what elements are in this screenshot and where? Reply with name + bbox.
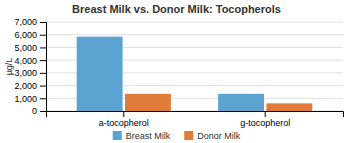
y-tick-mark [40,111,46,112]
y-tick-label: 6,000 [14,30,37,40]
x-tick: g-tocopherol [240,111,290,128]
y-tick-mark [40,22,46,23]
chart: Breast Milk vs. Donor Milk: Tocopherols 0… [0,0,353,143]
grid-line [46,22,343,23]
bar [266,103,312,111]
x-tick: a-tocopherol [99,111,149,128]
y-tick-label: 1,000 [14,94,37,104]
y-tick-mark [40,98,46,99]
y-tick-mark [40,86,46,87]
bar [218,94,264,111]
legend-label: Breast Milk [126,131,171,141]
y-tick: 0 [32,106,46,116]
bars [77,37,313,111]
y-axis-title: µg/L [4,58,14,76]
legend-swatch [113,131,122,140]
x-axis: a-tocopherol g-tocopherol [47,111,344,128]
y-tick-label: 3,000 [14,68,37,78]
y-tick-mark [40,35,46,36]
y-tick: 5,000 [14,43,46,53]
x-tick-label: a-tocopherol [99,118,149,128]
plot: 0 1,000 2,000 3,000 4,000 5,000 6,000 7,000 a-to… [14,17,343,128]
y-tick: 7,000 [14,17,46,27]
title: Breast Milk vs. Donor Milk: Tocopherols [72,3,281,15]
y-tick-label: 5,000 [14,43,37,53]
y-tick-mark [40,47,46,48]
legend-item: Breast Milk [113,131,171,141]
bar [125,94,171,111]
legend-label: Donor Milk [197,131,241,141]
x-axis-line [47,112,344,118]
y-tick: 4,000 [14,56,46,66]
legend-item: Donor Milk [184,131,241,141]
y-tick: 3,000 [14,68,46,78]
legend-swatch [184,131,193,140]
y-tick-mark [40,73,46,74]
y-tick: 6,000 [14,30,46,40]
y-tick-label: 2,000 [14,81,37,91]
x-tick-mark [123,111,124,117]
series [125,94,312,111]
y-tick-label: 0 [32,106,37,116]
x-tick-mark [265,111,266,117]
legend: Breast Milk Donor Milk [113,131,241,141]
grid [46,22,343,111]
series [77,37,264,111]
x-tick-label: g-tocopherol [240,118,290,128]
bar [77,37,123,111]
y-tick: 2,000 [14,81,46,91]
grid-line [46,34,343,35]
y-tick-label: 7,000 [14,17,37,27]
y-tick-mark [40,60,46,61]
y-tick: 1,000 [14,94,46,104]
y-tick-label: 4,000 [14,56,37,66]
y-axis: 0 1,000 2,000 3,000 4,000 5,000 6,000 7,000 [14,17,46,116]
y-axis-line [40,23,47,112]
